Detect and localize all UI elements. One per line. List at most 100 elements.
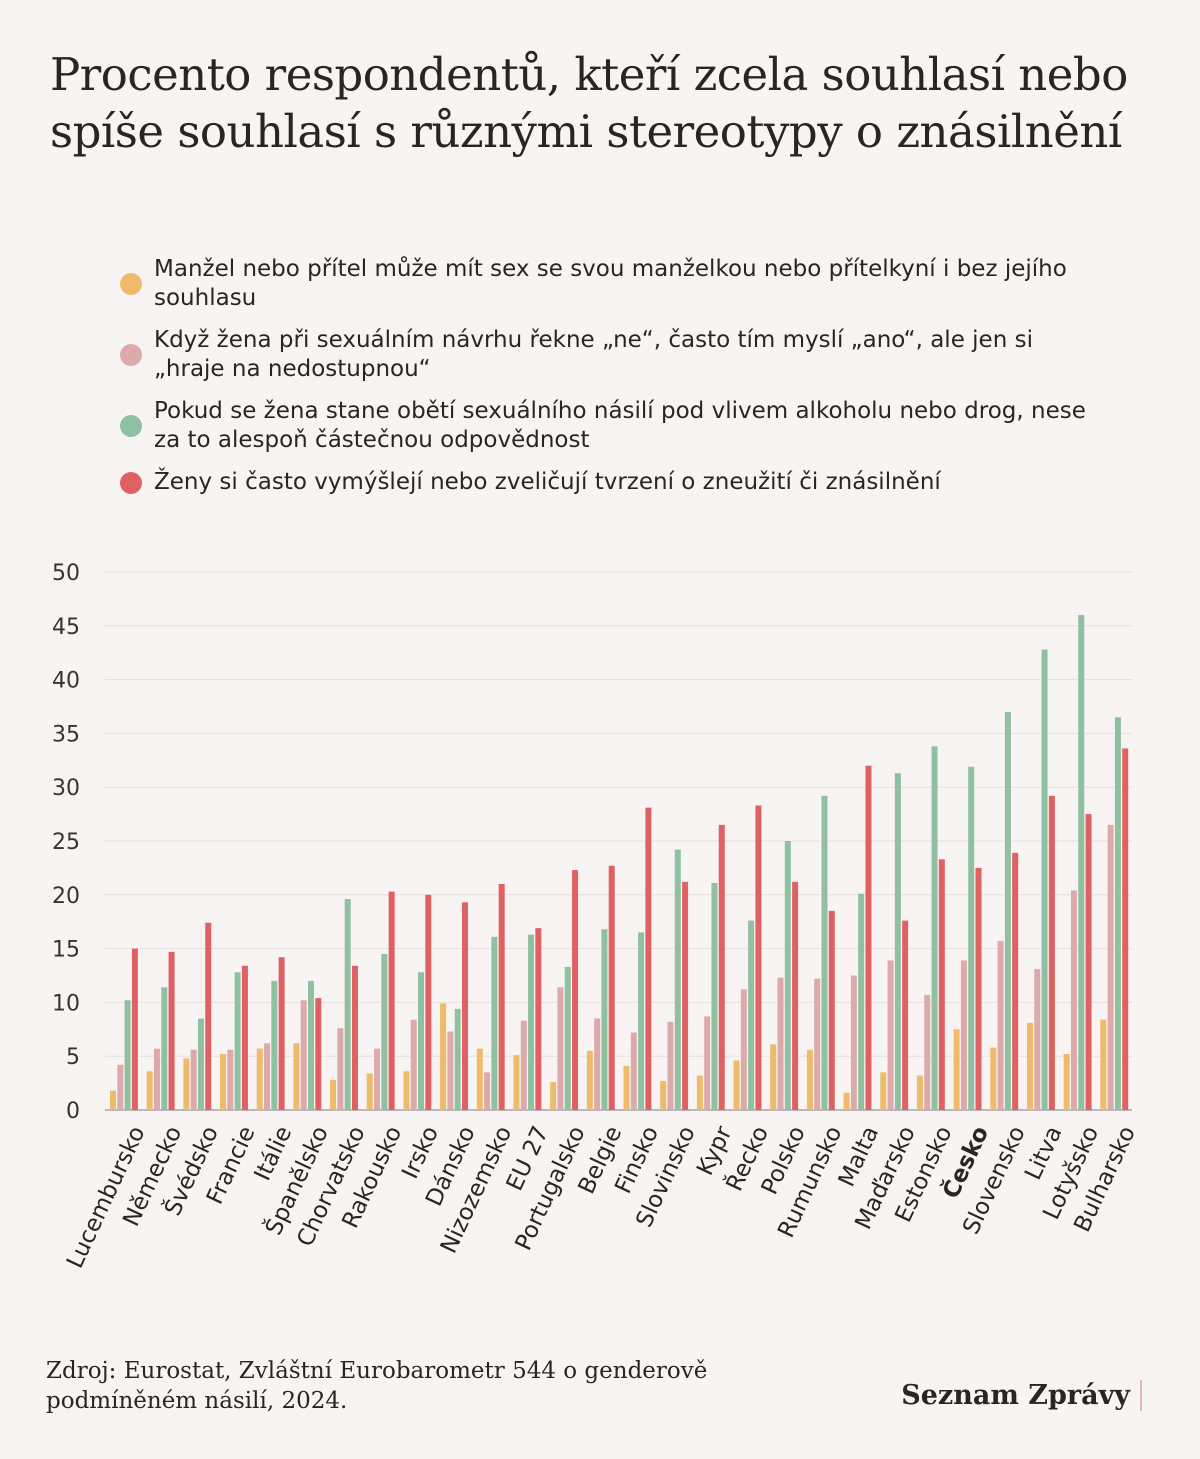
- legend-item: Ženy si často vymýšlejí nebo zveličují t…: [120, 468, 1120, 497]
- bar-1: [997, 941, 1004, 1110]
- bar-3: [1122, 748, 1129, 1110]
- bar-0: [513, 1055, 520, 1110]
- bar-0: [1026, 1022, 1033, 1110]
- legend-dot-icon: [120, 344, 142, 366]
- bar-0: [1063, 1054, 1070, 1110]
- bar-1: [374, 1048, 381, 1110]
- bar-0: [586, 1050, 593, 1110]
- bar-1: [1107, 824, 1114, 1110]
- bar-1: [704, 1016, 711, 1110]
- legend-item: Manžel nebo přítel může mít sex se svou …: [120, 255, 1120, 313]
- bar-0: [806, 1049, 813, 1110]
- bar-2: [968, 766, 975, 1110]
- bar-1: [484, 1072, 491, 1110]
- bar-0: [146, 1071, 153, 1110]
- bar-2: [601, 929, 608, 1110]
- bar-2: [124, 1000, 131, 1110]
- page-title: Procento respondentů, kteří zcela souhla…: [50, 48, 1128, 158]
- legend-label: Když žena při sexuálním návrhu řekne „ne…: [154, 327, 1033, 382]
- bar-2: [344, 899, 351, 1110]
- bar-2: [1041, 649, 1048, 1110]
- legend-dot-icon: [120, 273, 142, 295]
- bar-2: [1078, 615, 1085, 1110]
- bar-1: [520, 1020, 527, 1110]
- bar-1: [960, 960, 967, 1110]
- bar-3: [608, 865, 615, 1110]
- y-tick-label: 20: [52, 884, 80, 909]
- bar-2: [197, 1018, 204, 1110]
- legend-label: Ženy si často vymýšlejí nebo zveličují t…: [154, 469, 941, 495]
- y-tick-label: 10: [52, 991, 80, 1016]
- bar-3: [1085, 814, 1092, 1110]
- bar-3: [645, 807, 652, 1110]
- bar-0: [220, 1054, 227, 1110]
- bar-2: [638, 932, 645, 1110]
- bar-0: [916, 1075, 923, 1110]
- bar-2: [674, 849, 681, 1110]
- bar-2: [784, 841, 791, 1110]
- bar-3: [278, 957, 285, 1110]
- bar-3: [205, 922, 212, 1110]
- y-tick-label: 35: [52, 722, 80, 747]
- y-tick-label: 40: [52, 669, 80, 694]
- bar-2: [931, 746, 938, 1110]
- bar-3: [828, 910, 835, 1110]
- bar-3: [975, 867, 982, 1110]
- bar-2: [528, 934, 535, 1110]
- bar-3: [425, 894, 432, 1110]
- bar-3: [315, 998, 322, 1110]
- bar-3: [755, 805, 762, 1110]
- bar-2: [234, 972, 241, 1110]
- bar-1: [264, 1043, 271, 1110]
- bar-2: [564, 966, 571, 1110]
- bar-0: [660, 1080, 667, 1110]
- legend-dot-icon: [120, 471, 142, 494]
- bar-1: [227, 1049, 234, 1110]
- bar-3: [241, 965, 248, 1110]
- bar-3: [572, 870, 579, 1110]
- bar-3: [865, 765, 872, 1110]
- bar-0: [733, 1060, 740, 1110]
- bar-2: [271, 980, 278, 1110]
- bar-0: [476, 1048, 483, 1110]
- bar-1: [190, 1049, 197, 1110]
- bar-2: [454, 1008, 461, 1110]
- bar-0: [770, 1044, 777, 1110]
- bar-2: [748, 920, 755, 1110]
- bar-1: [630, 1032, 637, 1110]
- bar-3: [131, 948, 138, 1110]
- bar-0: [403, 1071, 410, 1110]
- bar-0: [110, 1090, 116, 1110]
- legend-label: Pokud se žena stane obětí sexuálního nás…: [154, 398, 1086, 453]
- y-tick-label: 25: [52, 830, 80, 855]
- bar-2: [491, 936, 498, 1110]
- bar-3: [535, 928, 542, 1110]
- bar-2: [858, 893, 865, 1110]
- bar-1: [667, 1021, 674, 1110]
- bar-3: [792, 881, 799, 1110]
- bar-2: [894, 773, 901, 1110]
- bar-0: [440, 1003, 447, 1110]
- bar-2: [307, 980, 314, 1110]
- bar-0: [330, 1079, 337, 1110]
- bar-2: [161, 987, 168, 1110]
- bar-1: [337, 1028, 344, 1110]
- bar-1: [594, 1018, 601, 1110]
- bar-0: [183, 1058, 190, 1110]
- legend-item: Když žena při sexuálním návrhu řekne „ne…: [120, 326, 1120, 384]
- y-tick-label: 5: [66, 1045, 80, 1070]
- bar-0: [990, 1047, 997, 1110]
- legend-label: Manžel nebo přítel může mít sex se svou …: [154, 256, 1067, 311]
- bar-2: [821, 795, 828, 1110]
- bar-1: [410, 1019, 417, 1110]
- bar-1: [814, 978, 821, 1110]
- bar-0: [880, 1072, 887, 1110]
- bar-1: [447, 1031, 454, 1110]
- bar-0: [696, 1075, 703, 1110]
- bar-3: [1048, 795, 1055, 1110]
- bar-0: [623, 1065, 630, 1110]
- bar-1: [850, 975, 857, 1110]
- bar-1: [1070, 890, 1077, 1110]
